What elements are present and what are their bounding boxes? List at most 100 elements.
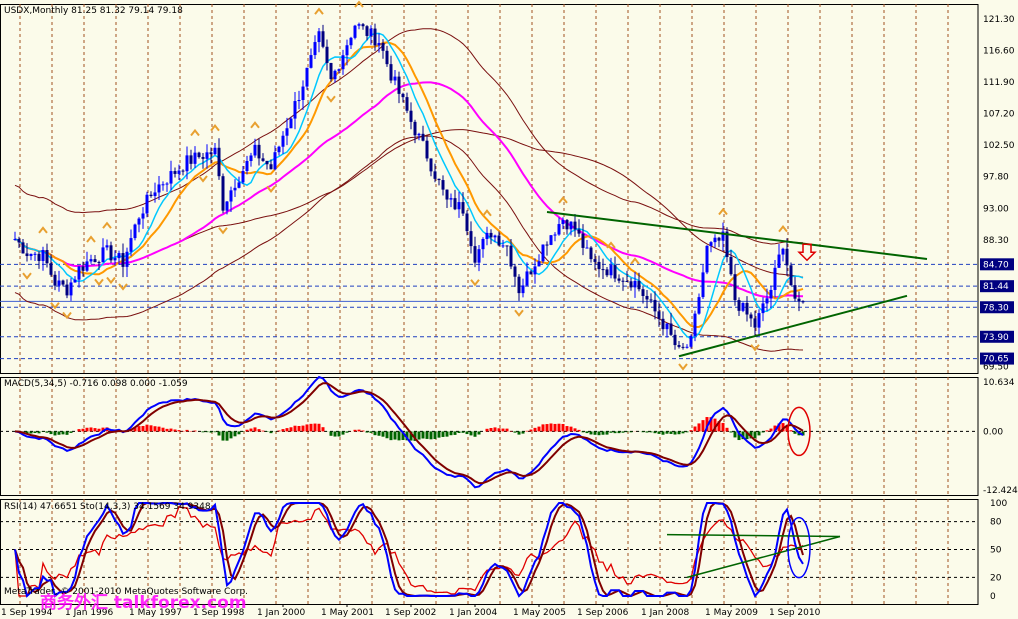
candle-body (513, 266, 517, 277)
macd-histogram-bar (449, 431, 453, 436)
macd-histogram-bar (249, 428, 253, 432)
price-level-box (980, 330, 1014, 343)
candle-body (521, 285, 525, 294)
price-level-box (980, 352, 1014, 365)
candle-body (453, 198, 457, 210)
macd-histogram-bar (785, 425, 789, 432)
candle-body (589, 247, 593, 260)
candle-body (701, 272, 705, 298)
candle-body (601, 269, 605, 271)
candle-body (393, 76, 397, 81)
macd-histogram-bar (741, 431, 745, 440)
rsi-tick-label: 0 (990, 592, 996, 602)
macd-histogram-bar (589, 431, 593, 435)
candle-body (17, 238, 21, 243)
candle-body (197, 152, 201, 158)
candle-body (561, 219, 565, 225)
candle-body (317, 31, 321, 43)
macd-histogram-bar (541, 424, 545, 432)
candle-body (485, 232, 489, 239)
candle-body (33, 253, 37, 255)
candle-body (141, 213, 145, 219)
fractal-down-marker (218, 227, 228, 235)
candle-body (61, 280, 65, 285)
macd-histogram-bar (373, 431, 377, 436)
macd-histogram-bar (549, 423, 553, 432)
macd-histogram-bar (461, 431, 465, 433)
candle-body (689, 335, 693, 347)
fractal-up-marker (778, 225, 788, 233)
macd-histogram-bar (261, 430, 265, 432)
macd-histogram-bar (397, 431, 401, 441)
rsi-tick-label: 100 (990, 499, 1007, 509)
macd-histogram-bar (769, 428, 773, 432)
candle-body (161, 184, 165, 186)
macd-histogram-bar (145, 424, 149, 432)
macd-histogram-bar (169, 428, 173, 432)
down-arrow-annotation (797, 243, 817, 262)
macd-histogram-bar (505, 428, 509, 432)
rsi-trendline (666, 533, 841, 538)
fractal-down-marker (470, 279, 480, 287)
candle-body (221, 176, 225, 211)
candle-body (609, 265, 613, 276)
macd-histogram-bar (485, 428, 489, 432)
candle-body (129, 238, 133, 252)
price-tick-label: 69.50 (983, 362, 1009, 372)
candle-body (465, 213, 469, 232)
candle-body (709, 242, 713, 246)
macd-histogram-bar (573, 428, 577, 432)
macd-histogram-bar (713, 418, 717, 432)
time-tick-label: 1 Jan 2008 (641, 608, 689, 618)
macd-histogram-bar (521, 431, 525, 434)
candle-body (213, 147, 217, 155)
macd-histogram-bar (537, 426, 541, 432)
macd-histogram-bar (25, 431, 29, 434)
macd-histogram-bar (501, 428, 505, 432)
candle-body (233, 187, 237, 191)
candle-body (553, 234, 557, 236)
macd-histogram-bar (149, 425, 153, 432)
candle-body (249, 155, 253, 162)
candle-body (385, 50, 389, 65)
candle-body (721, 231, 725, 241)
candle-body (329, 62, 333, 80)
macd-histogram-bar (413, 431, 417, 441)
macd-histogram-bar (773, 425, 777, 432)
candle-body (665, 323, 669, 330)
candle-body (629, 281, 633, 288)
candle-body (773, 267, 777, 290)
candle-body (677, 345, 681, 347)
candle-body (653, 299, 657, 312)
macd-histogram-bar (697, 423, 701, 432)
candle-body (205, 152, 209, 159)
candle-body (261, 158, 265, 161)
macd-histogram-bar (445, 431, 449, 437)
candle-body (157, 184, 161, 193)
candle-body (313, 42, 317, 56)
candle-body (57, 280, 61, 286)
rsi-tick-label: 50 (990, 546, 1002, 556)
candle-body (25, 253, 29, 257)
price-level-box-label: 81.44 (983, 282, 1009, 292)
candle-body (725, 231, 729, 257)
candle-body (365, 26, 369, 36)
macd-histogram-bar (765, 430, 769, 432)
candle-body (105, 245, 109, 248)
macd-histogram-bar (317, 423, 321, 432)
candle-body (409, 110, 413, 122)
fractal-down-marker (750, 344, 760, 352)
candle-body (433, 171, 437, 179)
macd-histogram-bar (469, 431, 473, 436)
candle-body (65, 284, 69, 296)
candle-body (581, 233, 585, 248)
macd-histogram-bar (517, 431, 521, 435)
macd-histogram-bar (789, 430, 793, 432)
macd-histogram-bar (473, 431, 477, 437)
macd-histogram-bar (193, 430, 197, 432)
macd-histogram-bar (597, 431, 601, 436)
candle-body (209, 152, 213, 155)
macd-histogram-bar (729, 431, 733, 433)
macd-histogram-bar (253, 427, 257, 432)
candle-body (497, 235, 501, 246)
